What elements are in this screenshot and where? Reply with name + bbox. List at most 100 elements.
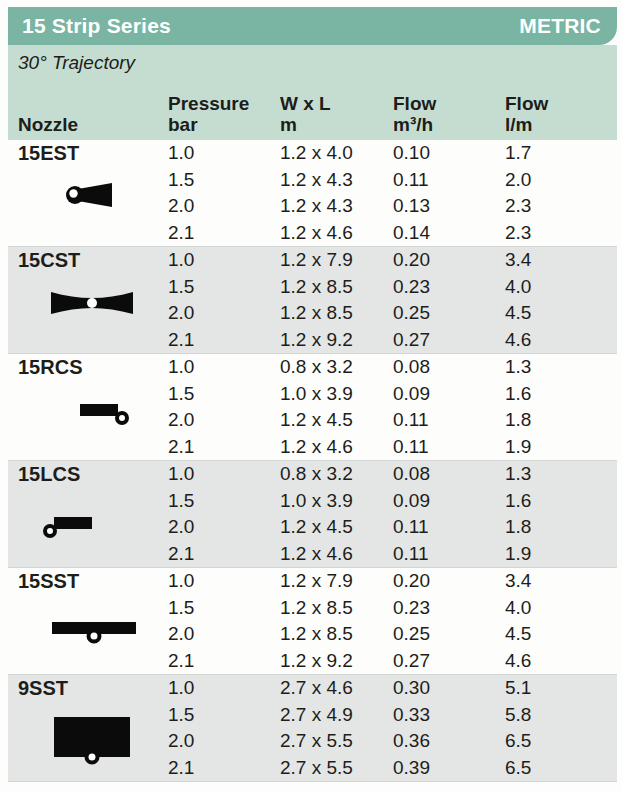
nozzle-name: 15LCS: [18, 461, 80, 488]
table-cell: 1.5: [168, 488, 280, 515]
table-row: 1.51.0 x 3.90.091.6: [168, 381, 617, 408]
cst-nozzle-icon: [50, 291, 134, 315]
table-cell: 0.8 x 3.2: [280, 354, 393, 381]
table-cell: 2.0: [168, 300, 280, 327]
table-cell: 2.0: [168, 728, 280, 755]
table-cell: 2.7 x 5.5: [280, 728, 393, 755]
table-cell: 1.2 x 4.5: [280, 407, 393, 434]
table-cell: 0.23: [393, 595, 505, 622]
table-cell: 4.5: [505, 300, 617, 327]
table-cell: 2.7 x 4.6: [280, 675, 393, 702]
table-cell: 1.0: [168, 675, 280, 702]
table-row: 1.52.7 x 4.90.335.8: [168, 702, 617, 729]
table-cell: 2.0: [505, 167, 617, 194]
group-rows: 1.01.2 x 7.90.203.41.51.2 x 8.50.234.02.…: [168, 568, 617, 674]
nozzle-cell: 15LCS: [8, 461, 168, 567]
table-row: 2.01.2 x 4.50.111.8: [168, 514, 617, 541]
group-rows: 1.00.8 x 3.20.081.31.51.0 x 3.90.091.6 2.…: [168, 354, 617, 460]
table-cell: 1.0: [168, 140, 280, 167]
table-cell: 1.2 x 8.5: [280, 274, 393, 301]
table-cell: 1.2 x 4.3: [280, 167, 393, 194]
table-cell: 2.1: [168, 541, 280, 568]
table-cell: 1.2 x 4.0: [280, 140, 393, 167]
table-cell: 0.09: [393, 488, 505, 515]
nozzle-group: 15SST 1.01.2 x 7.90.203.41.51.2 x 8.50.2…: [8, 568, 617, 674]
nozzle-cell: 9SST: [8, 675, 168, 781]
table-cell: 1.0 x 3.9: [280, 488, 393, 515]
table-row: 2.11.2 x 9.20.274.6: [168, 327, 617, 354]
table-cell: 0.10: [393, 140, 505, 167]
table-cell: 2.7 x 4.9: [280, 702, 393, 729]
table-row: 2.02.7 x 5.50.366.5: [168, 728, 617, 755]
table-row: 1.00.8 x 3.20.081.3: [168, 354, 617, 381]
table-cell: 1.2 x 4.3: [280, 193, 393, 220]
column-header-bottom: l/m: [505, 114, 617, 135]
table-row: 2.01.2 x 8.50.254.5: [168, 300, 617, 327]
table-row: 1.51.2 x 4.30.112.0: [168, 167, 617, 194]
table-cell: 1.8: [505, 514, 617, 541]
table-cell: 0.36: [393, 728, 505, 755]
table-cell: 1.2 x 4.6: [280, 541, 393, 568]
table-cell: 2.3: [505, 193, 617, 220]
nozzle-name: 15CST: [18, 247, 80, 274]
column-header-pressure: Pressure bar: [168, 93, 280, 135]
table-cell: 1.0: [168, 247, 280, 274]
column-header-bottom: m: [280, 114, 393, 135]
table-row: 2.11.2 x 9.20.274.6: [168, 648, 617, 675]
nozzle-cell: 15SST: [8, 568, 168, 674]
nozzle-cell: 15CST: [8, 247, 168, 353]
table-cell: 2.0: [168, 193, 280, 220]
column-header-bottom: bar: [168, 114, 280, 135]
table-cell: 1.2 x 8.5: [280, 621, 393, 648]
nozzle-name: 15SST: [18, 568, 79, 595]
table-cell: 0.33: [393, 702, 505, 729]
table-cell: 5.1: [505, 675, 617, 702]
table-cell: 2.1: [168, 755, 280, 782]
table-row: 1.51.2 x 8.50.234.0: [168, 274, 617, 301]
column-headers: Nozzle Pressure bar W x L m Flow m³/h Fl…: [8, 93, 617, 140]
table-cell: 4.6: [505, 327, 617, 354]
table-cell: 0.20: [393, 568, 505, 595]
table-body: 15EST 1.01.2 x 4.00.101.71.51.2 x 4.30.1…: [8, 140, 617, 782]
sst-nozzle-icon: [52, 622, 136, 646]
table-cell: 1.5: [168, 274, 280, 301]
nozzle-group: 15EST 1.01.2 x 4.00.101.71.51.2 x 4.30.1…: [8, 140, 617, 246]
column-header-top: W x L: [280, 93, 393, 114]
group-rows: 1.01.2 x 4.00.101.71.51.2 x 4.30.112.02.…: [168, 140, 617, 246]
table-cell: 4.0: [505, 595, 617, 622]
table-row: 1.01.2 x 4.00.101.7: [168, 140, 617, 167]
table-row: 1.00.8 x 3.20.081.3: [168, 461, 617, 488]
table-cell: 1.2 x 4.6: [280, 220, 393, 247]
table-cell: 0.27: [393, 327, 505, 354]
table-cell: 0.11: [393, 167, 505, 194]
nozzle-group: 15RCS 1.00.8 x 3.20.081.31.51.0 x 3.90.0…: [8, 354, 617, 460]
series-title-bar: 15 Strip Series METRIC: [8, 7, 617, 45]
table-row: 1.02.7 x 4.60.305.1: [168, 675, 617, 702]
series-title: 15 Strip Series: [22, 14, 171, 38]
table-row: 2.11.2 x 4.60.111.9: [168, 434, 617, 461]
nozzle-name: 15EST: [18, 140, 79, 167]
table-cell: 0.30: [393, 675, 505, 702]
table-cell: 5.8: [505, 702, 617, 729]
table-cell: 1.5: [168, 381, 280, 408]
table-cell: 1.2 x 7.9: [280, 568, 393, 595]
table-row: 1.01.2 x 7.90.203.4: [168, 568, 617, 595]
table-cell: 2.1: [168, 327, 280, 354]
column-header-flow-m3h: Flow m³/h: [393, 93, 505, 135]
table-cell: 0.8 x 3.2: [280, 461, 393, 488]
table-cell: 1.9: [505, 434, 617, 461]
table-cell: 2.1: [168, 434, 280, 461]
nozzle-group: 9SST 1.02.7 x 4.60.305.11.52.7 x 4.90.33…: [8, 674, 617, 782]
table-cell: 1.0: [168, 354, 280, 381]
table-cell: 0.27: [393, 648, 505, 675]
table-cell: 0.08: [393, 461, 505, 488]
column-header-top: Pressure: [168, 93, 280, 114]
table-cell: 1.0: [168, 568, 280, 595]
table-cell: 1.2 x 9.2: [280, 648, 393, 675]
table-cell: 4.0: [505, 274, 617, 301]
table-cell: 2.0: [168, 621, 280, 648]
column-header-top: Flow: [393, 93, 505, 114]
table-row: 2.01.2 x 4.30.132.3: [168, 193, 617, 220]
column-header-flow-lm: Flow l/m: [505, 93, 617, 135]
column-header-top: Flow: [505, 93, 617, 114]
